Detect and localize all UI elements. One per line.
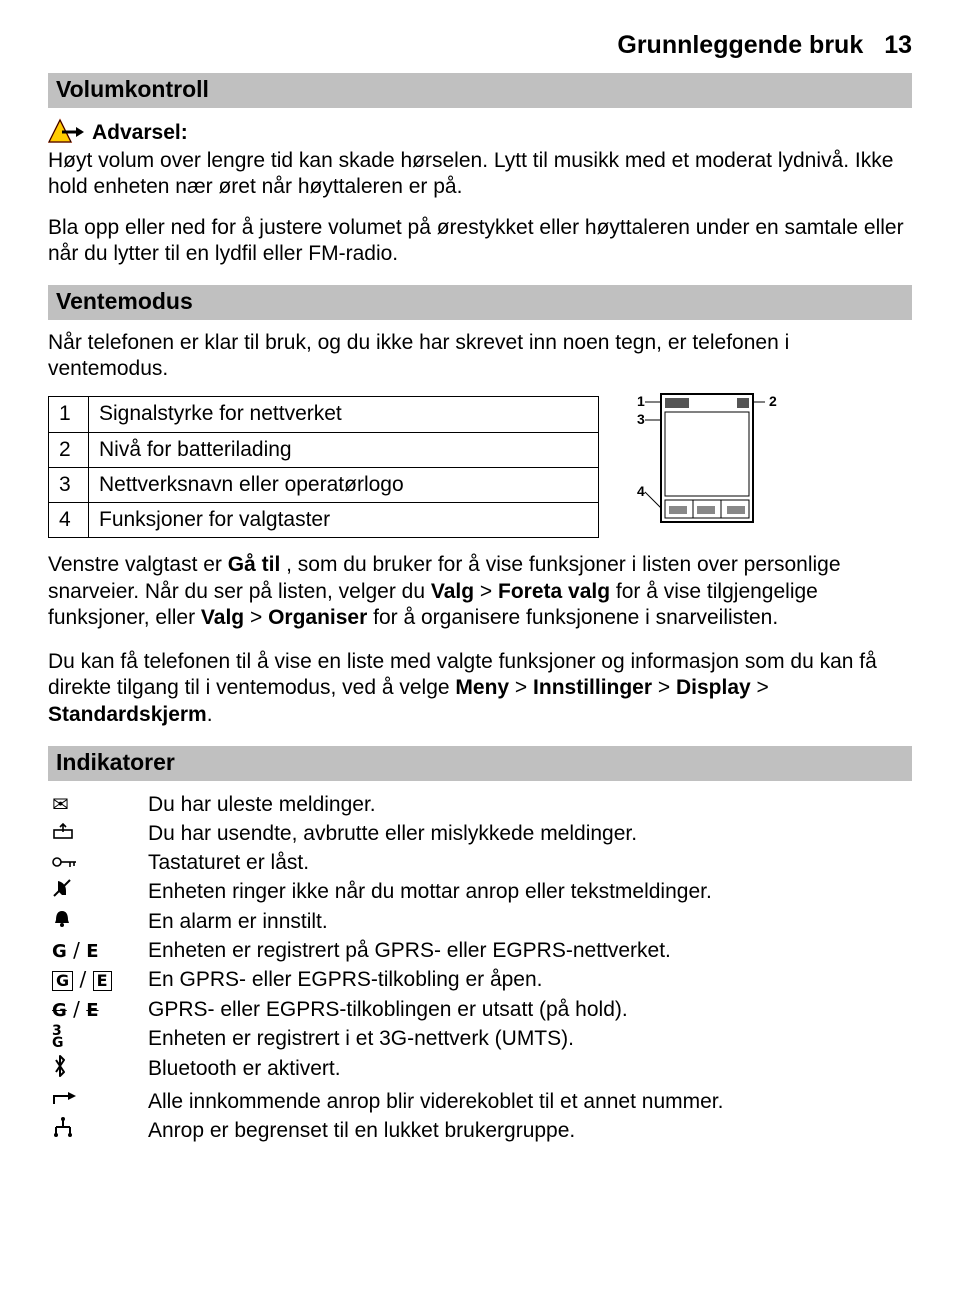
cell-n: 4 [49, 503, 89, 538]
outbox-icon [48, 820, 148, 847]
section-ventemodus: Ventemodus [48, 285, 912, 320]
table-row: 4Funksjoner for valgtaster [49, 503, 599, 538]
ind-text: En GPRS- eller EGPRS-tilkobling er åpen. [148, 966, 912, 993]
silent-icon [48, 878, 148, 905]
standby-table-row: 1Signalstyrke for nettverket 2Nivå for b… [48, 388, 912, 552]
svg-text:1: 1 [637, 393, 645, 409]
cell-d: Signalstyrke for nettverket [89, 397, 599, 432]
cell-d: Funksjoner for valgtaster [89, 503, 599, 538]
warning-icon [48, 118, 84, 148]
section-volumkontroll: Volumkontroll [48, 73, 912, 108]
cell-n: 2 [49, 432, 89, 467]
alarm-icon [48, 908, 148, 935]
header-title: Grunnleggende bruk [617, 31, 863, 59]
ind-text: Bluetooth er aktivert. [148, 1055, 912, 1086]
warning-label: Advarsel: [92, 120, 188, 146]
envelope-icon: ✉ [48, 791, 148, 818]
cell-n: 3 [49, 467, 89, 502]
standby-p2: Du kan få telefonen til å vise en liste … [48, 649, 912, 728]
bluetooth-icon [48, 1055, 148, 1086]
table-row: 2Nivå for batterilading [49, 432, 599, 467]
phone-diagram: 1 2 3 4 [617, 388, 787, 545]
standby-intro: Når telefonen er klar til bruk, og du ik… [48, 330, 912, 383]
cell-n: 1 [49, 397, 89, 432]
ind-text: Enheten er registrert i et 3G-nettverk (… [148, 1025, 912, 1054]
ind-text: Alle innkommende anrop blir viderekoblet… [148, 1088, 912, 1115]
standby-table: 1Signalstyrke for nettverket 2Nivå for b… [48, 396, 599, 538]
gprs-hold-icon: G / E [48, 996, 148, 1023]
warning-row: Advarsel: [48, 118, 912, 148]
umts-3g-icon: 3G [48, 1025, 148, 1054]
svg-text:4: 4 [637, 483, 645, 499]
cell-d: Nettverksnavn eller operatørlogo [89, 467, 599, 502]
gprs-open-icon: G / E [48, 966, 148, 993]
warning-text: Høyt volum over lengre tid kan skade hør… [48, 148, 912, 201]
table-row: 3Nettverksnavn eller operatørlogo [49, 467, 599, 502]
standby-p1: Venstre valgtast er Gå til , som du bruk… [48, 552, 912, 631]
page-header: Grunnleggende bruk 13 [48, 30, 912, 61]
table-row: 1Signalstyrke for nettverket [49, 397, 599, 432]
page-number: 13 [884, 31, 912, 59]
closed-group-icon [48, 1117, 148, 1145]
ind-text: Enheten er registrert på GPRS- eller EGP… [148, 937, 912, 964]
ind-text: Enheten ringer ikke når du mottar anrop … [148, 878, 912, 905]
ind-text: Du har uleste meldinger. [148, 791, 912, 818]
vol-paragraph: Bla opp eller ned for å justere volumet … [48, 215, 912, 268]
ind-text: En alarm er innstilt. [148, 908, 912, 935]
ind-text: Tastaturet er låst. [148, 849, 912, 876]
svg-text:3: 3 [637, 411, 645, 427]
section-indikatorer: Indikatorer [48, 746, 912, 781]
gprs-registered-icon: G / E [48, 937, 148, 964]
ind-text: Anrop er begrenset til en lukket brukerg… [148, 1117, 912, 1145]
ind-text: Du har usendte, avbrutte eller mislykked… [148, 820, 912, 847]
svg-text:2: 2 [769, 393, 777, 409]
key-lock-icon [48, 849, 148, 876]
indicator-table: ✉ Du har uleste meldinger. Du har usendt… [48, 791, 912, 1146]
cell-d: Nivå for batterilading [89, 432, 599, 467]
ind-text: GPRS- eller EGPRS-tilkoblingen er utsatt… [148, 996, 912, 1023]
divert-icon [48, 1088, 148, 1115]
